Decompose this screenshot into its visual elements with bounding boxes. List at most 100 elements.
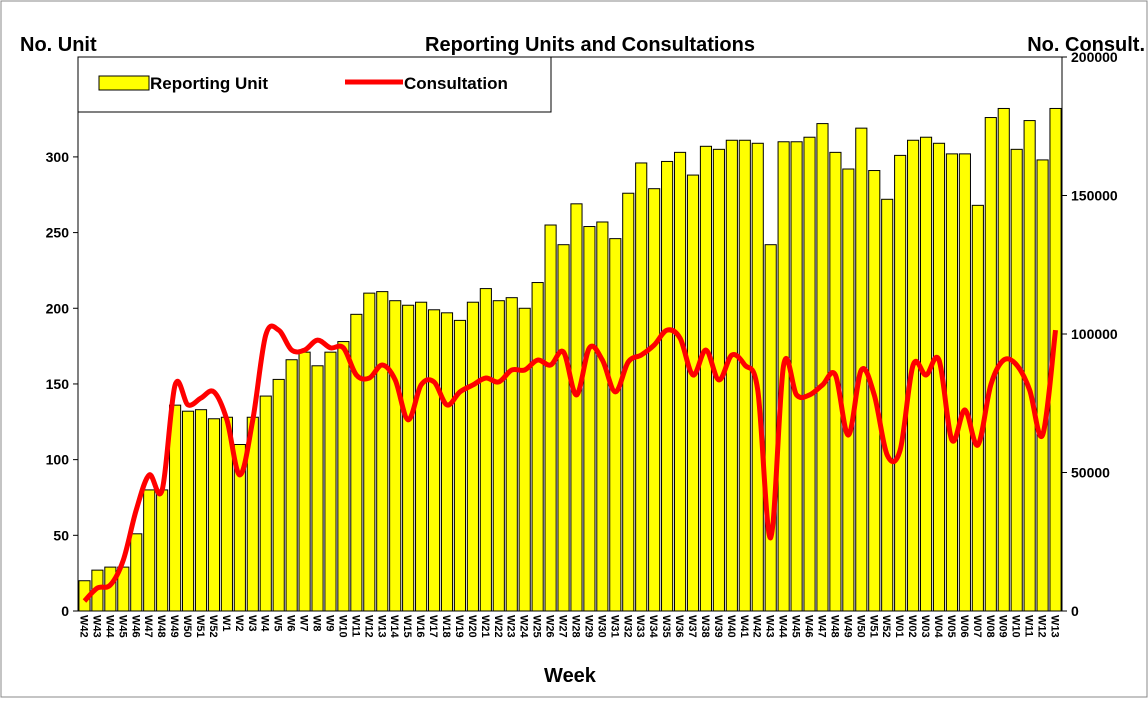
x-tick-label: W04 [932, 615, 944, 639]
bar [350, 313, 363, 612]
bar [194, 409, 208, 612]
x-tick-label: W23 [505, 615, 517, 638]
bar [816, 123, 829, 612]
x-tick-label: W42 [751, 615, 763, 638]
bar [971, 204, 984, 612]
bar [686, 174, 700, 612]
x-tick-label: W31 [608, 615, 620, 638]
bar [622, 192, 635, 612]
y-tick-label: 50 [53, 527, 69, 543]
x-tick-label: W10 [336, 615, 348, 638]
y2-tick-label: 200000 [1071, 49, 1118, 65]
x-tick-label: W6 [285, 615, 297, 632]
x-tick-label: W20 [466, 615, 478, 638]
bar [518, 307, 531, 612]
x-tick-label: W02 [906, 615, 918, 638]
x-tick-label: W16 [414, 615, 426, 638]
bar [531, 282, 544, 612]
bar [130, 533, 143, 612]
x-tick-label: W42 [77, 615, 89, 638]
bar [479, 288, 492, 612]
bar [958, 153, 971, 612]
bar [984, 117, 997, 612]
x-tick-label: W18 [440, 615, 452, 638]
bar [1023, 120, 1036, 612]
y2-tick-label: 50000 [1071, 465, 1110, 481]
x-tick-label: W43 [90, 615, 102, 638]
bar [311, 365, 324, 612]
x-tick-label: W45 [790, 615, 802, 638]
x-tick-label: W51 [194, 615, 206, 638]
x-tick-label: W34 [647, 615, 659, 639]
x-tick-label: W5 [272, 615, 284, 632]
x-tick-label: W11 [1023, 615, 1035, 637]
bar [803, 136, 816, 612]
bar [298, 351, 311, 612]
bar [725, 139, 738, 612]
chart-title: Reporting Units and Consultations [425, 34, 755, 56]
bar [673, 151, 687, 612]
x-tick-label: W29 [582, 615, 594, 638]
x-tick-label: W37 [686, 615, 698, 638]
x-tick-label: W36 [673, 615, 685, 638]
x-tick-label: W24 [518, 615, 530, 639]
bar [169, 404, 182, 612]
x-tick-label: W33 [634, 615, 646, 638]
line [82, 323, 1059, 603]
legend-label: Consultation [404, 74, 508, 93]
y-tick-label: 200 [46, 300, 70, 316]
bar [492, 300, 505, 612]
bar [143, 489, 156, 612]
bar [466, 301, 479, 612]
x-tick-label: W49 [168, 615, 180, 638]
x-tick-label: W45 [116, 615, 128, 638]
x-tick-label: W48 [828, 615, 840, 638]
x-tick-label: W12 [362, 615, 374, 638]
x-tick-label: W4 [259, 615, 271, 632]
x-tick-label: W32 [621, 615, 633, 638]
bar [207, 418, 221, 612]
bar [661, 160, 674, 612]
x-tick-label: W19 [453, 615, 465, 638]
bar [440, 312, 454, 612]
bar [648, 188, 661, 612]
x-tick-label: W08 [984, 615, 996, 638]
bar [557, 244, 570, 612]
x-tick-label: W30 [595, 615, 607, 638]
y2-tick-label: 0 [1071, 603, 1079, 619]
x-tick-label: W13 [1049, 615, 1061, 638]
x-tick-label: W27 [557, 615, 569, 638]
bar [881, 198, 894, 612]
bar [945, 153, 959, 612]
legend-swatch [98, 75, 150, 91]
bar [544, 224, 557, 612]
x-tick-label: W50 [854, 615, 866, 638]
x-tick-label: W26 [544, 615, 556, 638]
bar [337, 341, 350, 612]
y2-tick-label: 100000 [1071, 326, 1118, 342]
x-tick-label: W50 [181, 615, 193, 638]
x-tick-label: W01 [893, 615, 905, 638]
x-tick-label: W03 [919, 615, 931, 638]
legend-box [77, 56, 552, 113]
y-tick-label: 150 [46, 376, 70, 392]
x-tick-label: W09 [997, 615, 1009, 638]
bar [324, 351, 337, 612]
x-tick-label: W12 [1036, 615, 1048, 638]
bar [402, 304, 415, 612]
bar [764, 244, 777, 612]
x-tick-label: W8 [311, 615, 323, 632]
x-tick-label: W14 [388, 615, 400, 639]
bar [738, 139, 751, 612]
bar [1010, 148, 1023, 612]
bar [181, 410, 195, 612]
x-tick-label: W43 [764, 615, 776, 638]
y-tick-label: 0 [61, 603, 69, 619]
bar [259, 395, 272, 612]
x-tick-label: W3 [246, 615, 258, 632]
bar [285, 359, 298, 612]
x-tick-label: W44 [103, 615, 115, 639]
x-tick-label: W9 [323, 615, 335, 632]
x-tick-label: W06 [958, 615, 970, 638]
